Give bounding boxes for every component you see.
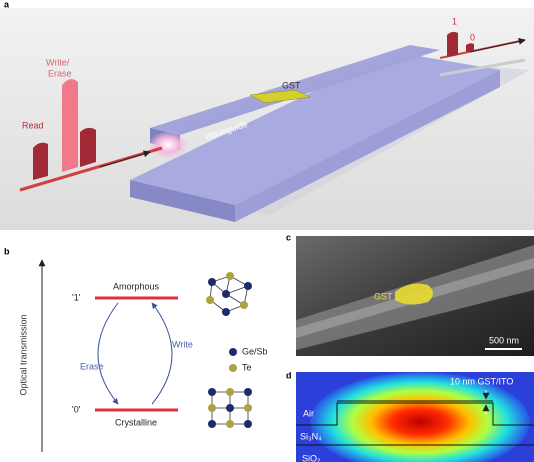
crystalline-structure — [208, 388, 252, 428]
sio2-label: SiO₂ — [302, 453, 321, 462]
output-pulse-0 — [466, 43, 474, 52]
output-pulse-1 — [447, 31, 458, 57]
waveguide-outline — [296, 402, 534, 426]
output-arrow — [469, 37, 526, 53]
substrate-side — [130, 180, 235, 222]
output-shadow — [439, 58, 526, 77]
panel-label: a — [4, 0, 10, 9]
lattice-atom — [226, 420, 234, 428]
legend-marker — [229, 348, 237, 356]
gst-patch — [249, 89, 311, 104]
state-0-label: '0' — [72, 404, 81, 414]
lattice-atom — [226, 388, 234, 396]
circle — [206, 296, 214, 304]
lattice-atom — [244, 420, 252, 428]
write-label: Write — [172, 339, 193, 349]
write-erase-label: Erase — [48, 68, 72, 78]
coupling-glow — [148, 131, 188, 159]
gst-label: GST — [282, 80, 301, 90]
scale-bar-label: 500 nm — [489, 335, 519, 345]
panel-label: b — [4, 246, 10, 256]
y-axis-label: Optical transmission — [18, 314, 28, 395]
lattice-atom — [244, 404, 252, 412]
lattice-atom — [208, 420, 216, 428]
si3n4-label: Si₃N₄ — [300, 431, 322, 441]
panel-label: d — [286, 370, 292, 380]
circle — [226, 272, 234, 280]
read-pulse — [33, 142, 48, 180]
read-pulse — [80, 127, 96, 167]
substrate-front — [235, 70, 500, 222]
crystalline-label: Crystalline — [115, 417, 157, 427]
write-erase-label: Write/ — [46, 57, 70, 67]
lattice-atom — [226, 404, 234, 412]
mode-profile — [310, 372, 530, 462]
legend-label: Te — [242, 362, 252, 372]
air-label: Air — [303, 408, 314, 418]
panel-label: c — [286, 232, 291, 242]
input-arrow — [99, 150, 151, 168]
state-1-label: '1' — [72, 292, 81, 302]
lattice-atom — [244, 388, 252, 396]
amorphous-label: Amorphous — [113, 281, 160, 291]
output-1-label: 1 — [452, 16, 457, 26]
legend-marker — [229, 364, 237, 372]
gst-patch — [395, 283, 433, 305]
thickness-label: 10 nm GST/ITO — [450, 376, 513, 386]
write-arrow — [151, 302, 173, 405]
legend-label: Ge/Sb — [242, 346, 268, 356]
lattice-atom — [208, 388, 216, 396]
output-0-label: 0 — [470, 32, 475, 42]
circle — [208, 278, 216, 286]
erase-label: Erase — [80, 361, 104, 371]
circle — [244, 282, 252, 290]
write-erase-pulse — [62, 79, 78, 172]
substrate-top — [130, 52, 500, 205]
circle — [240, 301, 248, 309]
read-label: Read — [22, 120, 44, 130]
lattice-atom — [208, 404, 216, 412]
erase-arrow — [97, 302, 119, 405]
amorphous-atoms — [206, 272, 252, 316]
circle — [222, 308, 230, 316]
circle — [222, 290, 230, 298]
gst-label: GST — [374, 291, 393, 301]
